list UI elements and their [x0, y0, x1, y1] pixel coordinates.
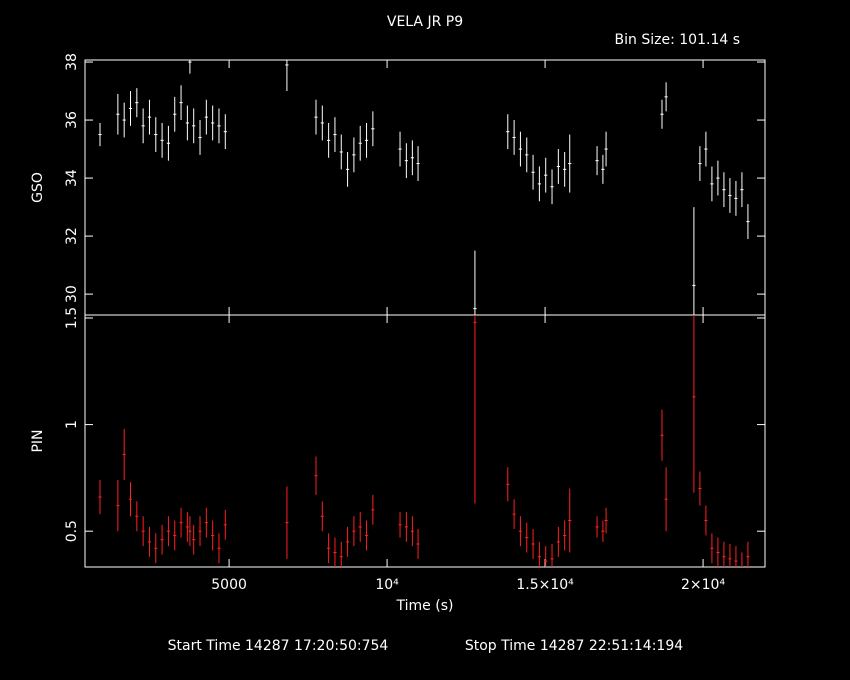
y-tick-label: 1.5 [64, 307, 80, 329]
y-axis-label: PIN [30, 429, 46, 452]
x-tick-label: 10⁴ [375, 577, 399, 593]
x-axis-label: Time (s) [396, 598, 454, 614]
x-tick-label: 2×10⁴ [681, 577, 725, 593]
y-tick-label: 36 [64, 111, 80, 129]
data-points [98, 315, 750, 567]
panel-frame [84, 59, 766, 316]
stop-time: Stop Time 14287 22:51:14:194 [465, 638, 683, 654]
panel-frame [84, 314, 766, 568]
x-tick-label: 1.5×10⁴ [516, 577, 574, 593]
y-tick-label: 34 [64, 169, 80, 187]
y-tick-label: 30 [64, 285, 80, 303]
y-tick-label: 0.5 [64, 520, 80, 542]
y-tick-label: 32 [64, 227, 80, 245]
y-tick-label: 1 [64, 420, 80, 429]
chart-title: VELA JR P9 [387, 14, 463, 30]
y-tick-label: 38 [64, 53, 80, 71]
data-points [98, 60, 750, 315]
x-tick-label: 5000 [211, 577, 247, 593]
y-axis-label: GSO [30, 172, 46, 203]
bin-size: Bin Size: 101.14 s [615, 32, 740, 48]
start-time: Start Time 14287 17:20:50:754 [168, 638, 389, 654]
